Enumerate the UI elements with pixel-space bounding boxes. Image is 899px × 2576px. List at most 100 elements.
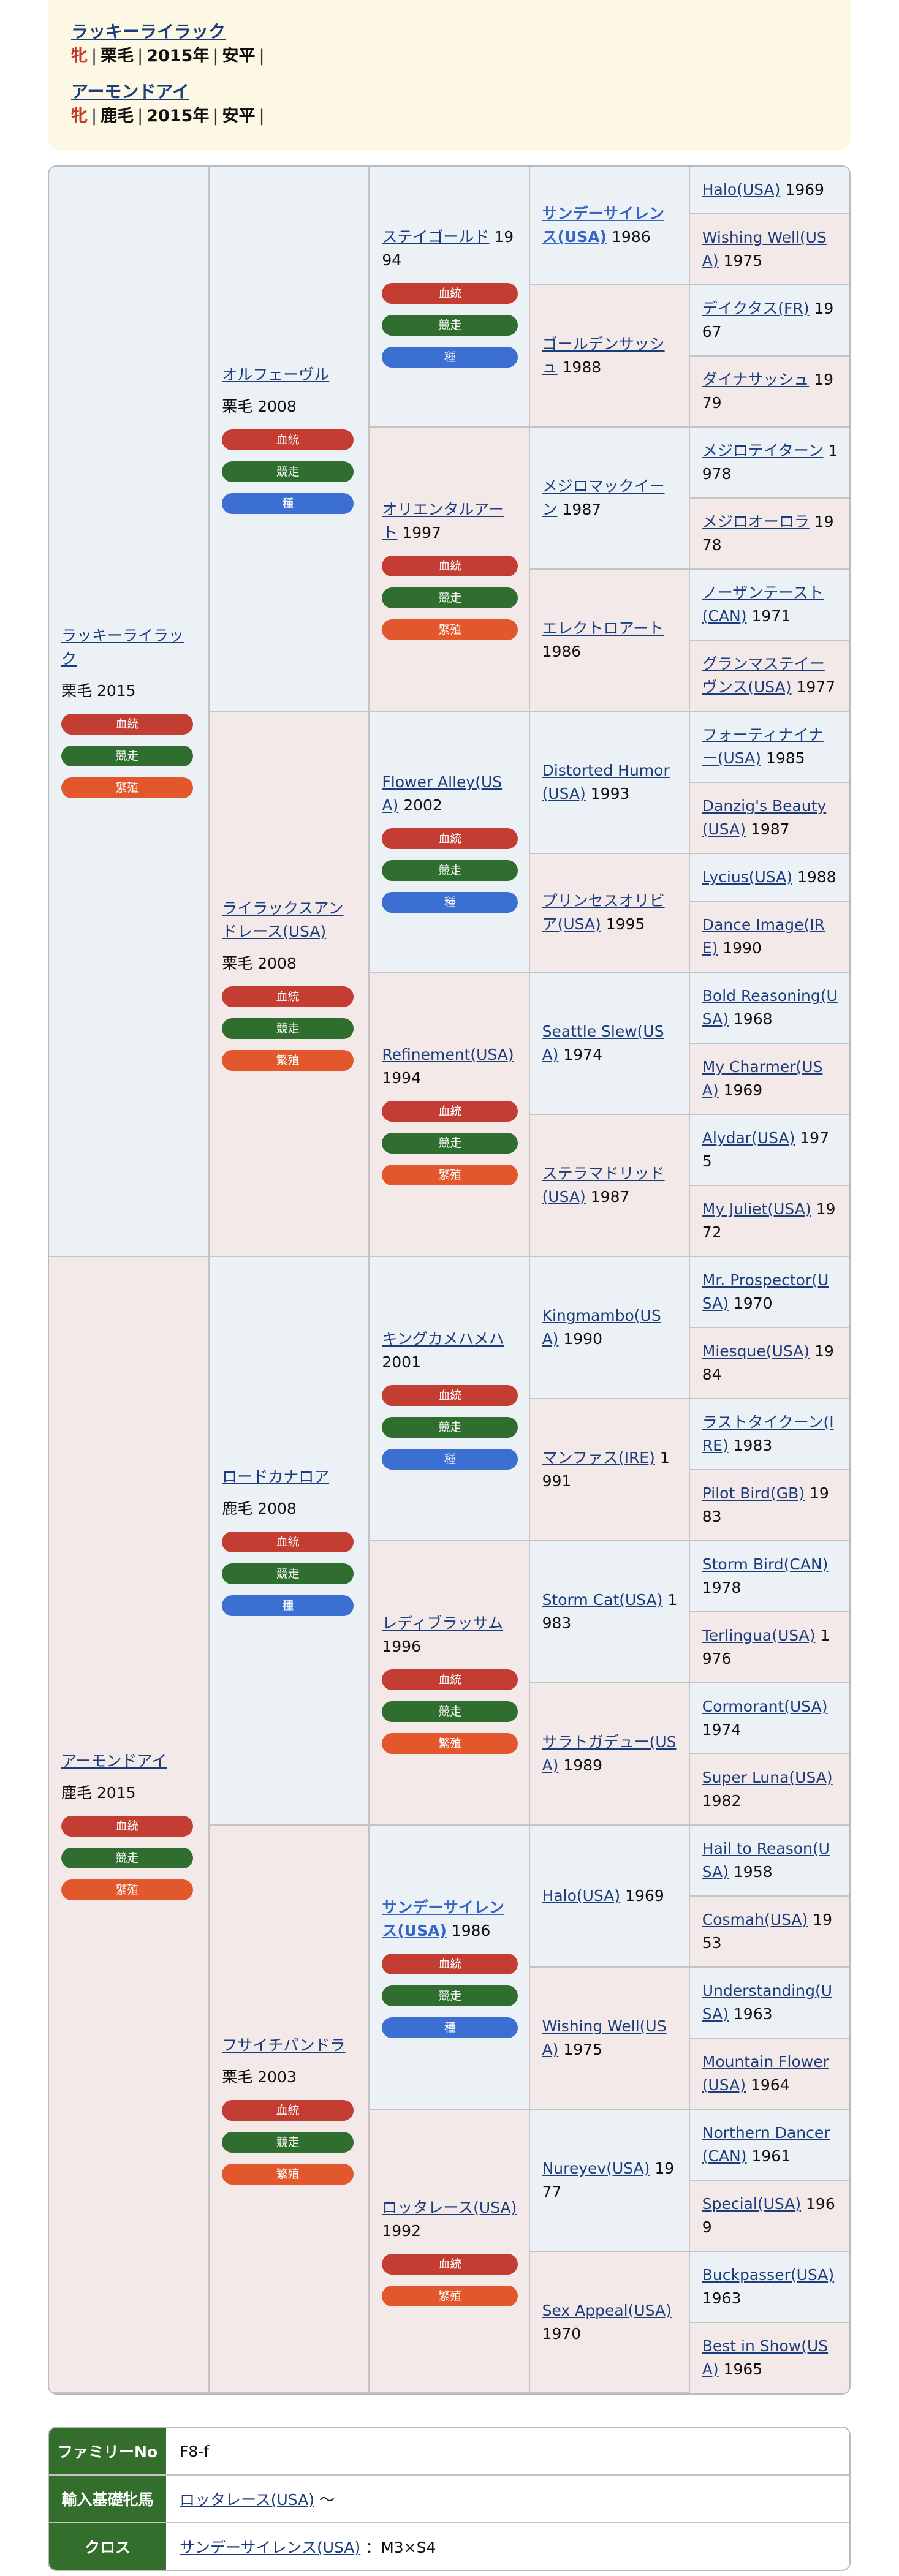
badge-race-button[interactable]: 競走 xyxy=(222,1563,354,1584)
badge-race-button[interactable]: 競走 xyxy=(382,1417,518,1438)
horse-link[interactable]: Terlingua(USA) xyxy=(702,1626,816,1644)
horse-link[interactable]: ダイナサッシュ xyxy=(702,371,810,388)
horse-link[interactable]: Wishing Well(USA) xyxy=(542,2017,667,2058)
horse-link[interactable]: ラッキーライラック xyxy=(71,21,226,42)
badge-blood-button[interactable]: 血統 xyxy=(222,986,354,1007)
horse-link[interactable]: ステラマドリッド(USA) xyxy=(542,1165,665,1206)
horse-link[interactable]: Northern Dancer(CAN) xyxy=(702,2124,830,2165)
badge-blood-button[interactable]: 血統 xyxy=(382,556,518,576)
horse-link[interactable]: Super Luna(USA) xyxy=(702,1769,833,1786)
badge-race-button[interactable]: 競走 xyxy=(61,1847,193,1868)
horse-link[interactable]: ノーザンテースト(CAN) xyxy=(702,584,824,625)
badge-blood-button[interactable]: 血統 xyxy=(222,429,354,450)
horse-link[interactable]: Wishing Well(USA) xyxy=(702,229,827,270)
horse-link[interactable]: Mountain Flower(USA) xyxy=(702,2053,829,2094)
horse-link[interactable]: アーモンドアイ xyxy=(61,1751,167,1770)
horse-link[interactable]: ゴールデンサッシュ xyxy=(542,335,665,376)
horse-link[interactable]: Mr. Prospector(USA) xyxy=(702,1271,829,1312)
horse-link[interactable]: フォーティナイナー(USA) xyxy=(702,726,824,767)
badge-race-button[interactable]: 競走 xyxy=(382,860,518,881)
horse-link[interactable]: Halo(USA) xyxy=(702,181,781,198)
horse-link[interactable]: Refinement(USA) xyxy=(382,1046,514,1063)
horse-link[interactable]: キングカメハメハ xyxy=(382,1330,504,1348)
horse-link[interactable]: Halo(USA) xyxy=(542,1887,621,1905)
horse-link[interactable]: ロッタレース(USA) xyxy=(382,2198,517,2216)
horse-link[interactable]: ラッキーライラック xyxy=(61,627,184,668)
horse-link[interactable]: Distorted Humor(USA) xyxy=(542,761,670,803)
badge-blood-button[interactable]: 血統 xyxy=(382,1669,518,1690)
horse-link[interactable]: メジロテイターン xyxy=(702,442,824,459)
horse-link[interactable]: サラトガデュー(USA) xyxy=(542,1733,677,1774)
badge-race-button[interactable]: 競走 xyxy=(61,746,193,766)
badge-mare-button[interactable]: 繁殖 xyxy=(61,1879,193,1900)
horse-link[interactable]: フサイチパンドラ xyxy=(222,2036,346,2054)
badge-blood-button[interactable]: 血統 xyxy=(382,828,518,849)
cross-horse-link[interactable]: サンデーサイレンス(USA) xyxy=(180,2539,361,2556)
horse-link[interactable]: Best in Show(USA) xyxy=(702,2337,829,2378)
badge-mare-button[interactable]: 繁殖 xyxy=(222,2163,354,2185)
horse-link[interactable]: Special(USA) xyxy=(702,2195,802,2213)
horse-link[interactable]: Lycius(USA) xyxy=(702,868,792,886)
horse-link[interactable]: Danzig's Beauty(USA) xyxy=(702,797,827,838)
badge-mare-button[interactable]: 繁殖 xyxy=(61,777,193,798)
horse-link[interactable]: Hail to Reason(USA) xyxy=(702,1840,830,1881)
horse-link[interactable]: Bold Reasoning(USA) xyxy=(702,987,838,1028)
badge-mare-button[interactable]: 繁殖 xyxy=(382,619,518,640)
badge-blood-button[interactable]: 血統 xyxy=(382,283,518,304)
badge-blood-button[interactable]: 血統 xyxy=(61,1815,193,1837)
horse-link[interactable]: オリエンタルアート xyxy=(382,500,504,542)
horse-link[interactable]: Understanding(USA) xyxy=(702,1982,832,2023)
horse-link[interactable]: レディブラッサム xyxy=(382,1614,504,1632)
badge-blood-button[interactable]: 血統 xyxy=(382,2253,518,2275)
badge-race-button[interactable]: 競走 xyxy=(382,1701,518,1722)
horse-link[interactable]: アーモンドアイ xyxy=(71,81,189,102)
horse-link[interactable]: Miesque(USA) xyxy=(702,1342,810,1360)
horse-link[interactable]: メジロマックイーン xyxy=(542,477,665,518)
horse-link[interactable]: My Charmer(USA) xyxy=(702,1058,823,1099)
badge-blood-button[interactable]: 血統 xyxy=(61,714,193,735)
horse-link[interactable]: ステイゴールド xyxy=(382,228,490,246)
horse-link[interactable]: Buckpasser(USA) xyxy=(702,2266,835,2284)
horse-link[interactable]: Dance Image(IRE) xyxy=(702,916,825,957)
badge-mare-button[interactable]: 繁殖 xyxy=(382,1733,518,1754)
badge-race-button[interactable]: 競走 xyxy=(382,315,518,336)
badge-blood-button[interactable]: 血統 xyxy=(382,1954,518,1974)
horse-link[interactable]: My Juliet(USA) xyxy=(702,1200,811,1218)
horse-link[interactable]: Kingmambo(USA) xyxy=(542,1307,661,1348)
horse-link[interactable]: グランマステイーヴンス(USA) xyxy=(702,655,825,696)
badge-sire-button[interactable]: 種 xyxy=(382,892,518,913)
badge-race-button[interactable]: 競走 xyxy=(222,461,354,482)
horse-link[interactable]: Pilot Bird(GB) xyxy=(702,1484,805,1502)
horse-link[interactable]: デイクタス(FR) xyxy=(702,300,810,317)
horse-link[interactable]: メジロオーロラ xyxy=(702,513,810,531)
horse-link[interactable]: サンデーサイレンス(USA) xyxy=(542,205,665,246)
badge-race-button[interactable]: 競走 xyxy=(222,1018,354,1039)
badge-sire-button[interactable]: 種 xyxy=(382,347,518,368)
badge-sire-button[interactable]: 種 xyxy=(382,2017,518,2038)
badge-blood-button[interactable]: 血統 xyxy=(222,1532,354,1552)
horse-link[interactable]: オルフェーヴル xyxy=(222,366,330,383)
horse-link[interactable]: ロードカナロア xyxy=(222,1468,330,1486)
badge-race-button[interactable]: 競走 xyxy=(382,1133,518,1154)
badge-sire-button[interactable]: 種 xyxy=(222,1595,354,1616)
horse-link[interactable]: Flower Alley(USA) xyxy=(382,773,503,814)
horse-link[interactable]: エレクトロアート xyxy=(542,619,664,637)
badge-blood-button[interactable]: 血統 xyxy=(382,1385,518,1406)
badge-race-button[interactable]: 競走 xyxy=(222,2131,354,2153)
horse-link[interactable]: ラストタイクーン(IRE) xyxy=(702,1413,834,1454)
horse-link[interactable]: プリンセスオリビア(USA) xyxy=(542,892,665,933)
horse-link[interactable]: ライラックスアンドレース(USA) xyxy=(222,899,344,940)
badge-race-button[interactable]: 競走 xyxy=(382,1985,518,2006)
badge-blood-button[interactable]: 血統 xyxy=(222,2099,354,2121)
horse-link[interactable]: Storm Cat(USA) xyxy=(542,1591,663,1609)
badge-mare-button[interactable]: 繁殖 xyxy=(222,1050,354,1071)
horse-link[interactable]: Cormorant(USA) xyxy=(702,1698,828,1715)
horse-link[interactable]: Storm Bird(CAN) xyxy=(702,1555,829,1573)
badge-mare-button[interactable]: 繁殖 xyxy=(382,1165,518,1185)
horse-link[interactable]: Alydar(USA) xyxy=(702,1129,795,1147)
badge-mare-button[interactable]: 繁殖 xyxy=(382,2285,518,2306)
badge-race-button[interactable]: 競走 xyxy=(382,587,518,608)
badge-sire-button[interactable]: 種 xyxy=(222,493,354,514)
horse-link[interactable]: サンデーサイレンス(USA) xyxy=(382,1898,504,1940)
horse-link[interactable]: マンファス(IRE) xyxy=(542,1449,655,1467)
